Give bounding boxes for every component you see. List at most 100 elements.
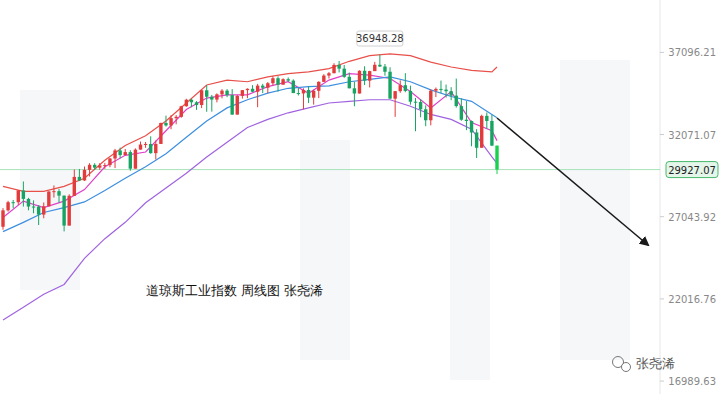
candle-body [103, 165, 106, 166]
candle-body [322, 76, 325, 82]
chart: 16989.6322016.7627043.9232071.0737096.21… [0, 0, 720, 394]
background [0, 0, 720, 394]
watermark: 张尧浠 [636, 356, 675, 371]
candle-wick [354, 82, 355, 107]
y-tick-label: 32071.07 [668, 130, 716, 141]
y-tick [660, 381, 664, 382]
candle-body [190, 100, 193, 103]
candle-body [281, 79, 284, 84]
y-tick [660, 52, 664, 53]
last-price-box [666, 162, 718, 178]
candle-body [327, 73, 330, 75]
candle-body [286, 79, 289, 80]
candle-body [358, 71, 361, 94]
candle-body [363, 71, 366, 81]
candle-body [27, 199, 30, 207]
candle-body [378, 65, 381, 67]
candle-wick [298, 88, 299, 96]
candle-body [17, 190, 20, 202]
candle-body [297, 93, 300, 94]
candle-wick [13, 200, 14, 208]
candle-body [261, 86, 264, 88]
candle-body [256, 86, 259, 92]
candle-body [348, 77, 351, 88]
candle-body [465, 120, 468, 121]
last-price-label: 29927.07 [668, 165, 716, 176]
band-line [3, 77, 497, 232]
candle-body [332, 65, 335, 73]
candle-body [307, 90, 310, 98]
candle-body [429, 91, 432, 121]
candle-wick [466, 101, 467, 130]
candle-body [292, 81, 295, 93]
candle-body [6, 202, 9, 210]
high-label: 36948.28 [356, 33, 404, 44]
candle-body [495, 146, 498, 170]
candle-body [337, 65, 340, 69]
y-tick-label: 27043.92 [668, 212, 716, 223]
candle-body [444, 90, 447, 92]
candle-body [393, 91, 396, 99]
candle-body [98, 165, 101, 167]
band-line [3, 74, 497, 218]
candle-body [460, 106, 463, 120]
candle-body [215, 94, 218, 99]
candle-body [164, 123, 167, 125]
candle-body [210, 97, 213, 100]
candle-body [52, 191, 55, 192]
y-tick-label: 22016.76 [668, 294, 716, 305]
candle-body [200, 90, 203, 105]
candle-wick [176, 115, 177, 124]
candle-body [399, 85, 402, 91]
candle-body [419, 102, 422, 109]
candle-body [434, 89, 437, 91]
candle-body [22, 190, 25, 199]
candle-body [225, 91, 228, 96]
candle-body [246, 89, 249, 90]
watermark-icon [622, 363, 631, 372]
candle-body [78, 177, 81, 181]
candle-body [220, 91, 223, 95]
candle-body [368, 71, 371, 81]
candle-body [439, 89, 442, 90]
plot-area [1, 54, 498, 320]
candle-body [353, 88, 356, 93]
candle-body [1, 210, 4, 226]
candle-body [449, 91, 452, 95]
candle-body [185, 100, 188, 107]
backdrop [560, 60, 630, 360]
candle-body [37, 207, 40, 215]
candle-body [113, 150, 116, 158]
candle-body [317, 82, 320, 91]
high-label-box [357, 31, 403, 46]
candle-body [195, 102, 198, 105]
candle-body [93, 165, 96, 168]
y-axis-line [660, 0, 661, 394]
candle-body [144, 144, 147, 145]
candle-body [485, 116, 488, 121]
candle-body [404, 85, 407, 91]
candle-body [134, 150, 137, 169]
candle-body [409, 91, 412, 102]
candle-body [490, 121, 493, 146]
candle-body [108, 158, 111, 165]
candle-body [271, 78, 274, 83]
candle-body [32, 207, 35, 208]
candle-body [83, 170, 86, 181]
candle-body [236, 96, 239, 115]
candle-body [154, 144, 157, 153]
candle-body [47, 191, 50, 206]
candle-body [312, 91, 315, 98]
candle-body [42, 206, 45, 214]
band-line [3, 100, 497, 320]
candle-body [139, 145, 142, 150]
y-tick [660, 298, 664, 299]
candle-body [276, 78, 279, 84]
candle-body [73, 177, 76, 196]
candle-body [124, 152, 127, 155]
y-tick [660, 216, 664, 217]
backdrop [450, 200, 490, 380]
band-line [3, 54, 497, 191]
candle-body [373, 65, 376, 71]
candle-body [302, 90, 305, 93]
